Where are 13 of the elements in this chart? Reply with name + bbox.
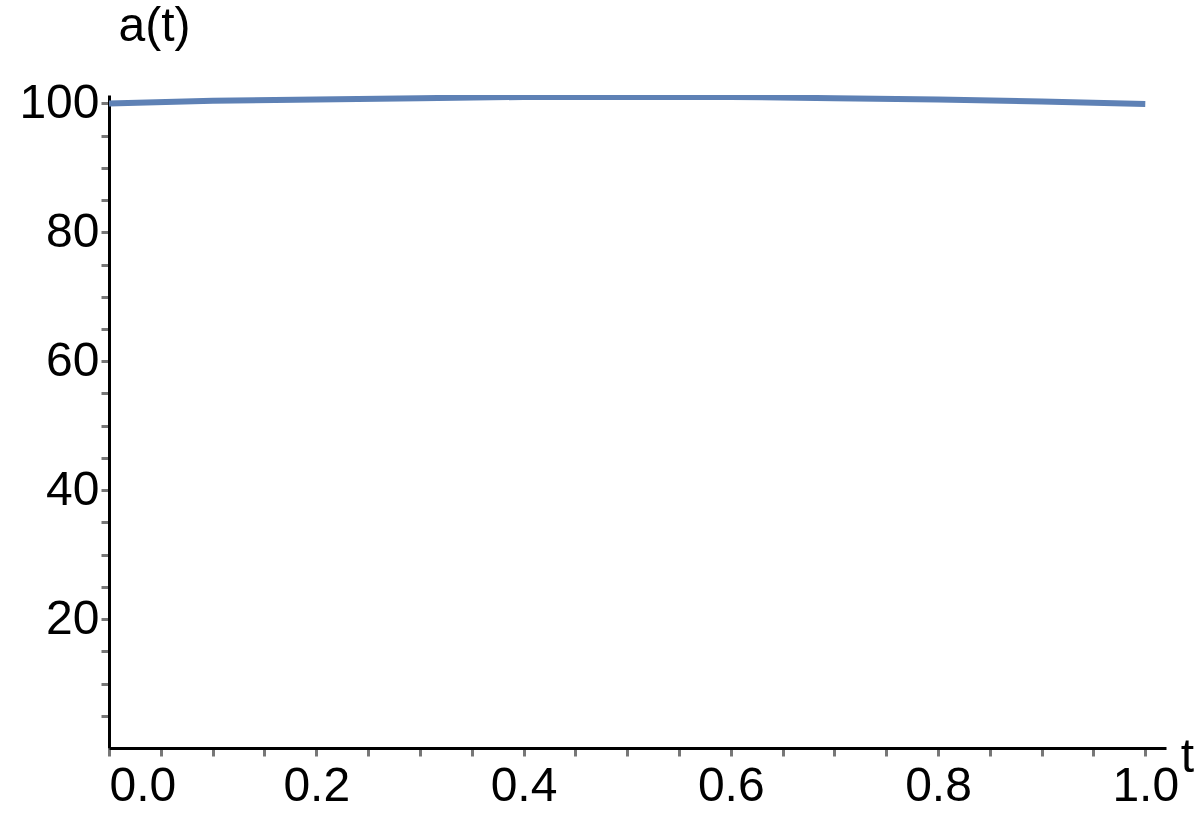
x-tick-label: 0.2 bbox=[283, 757, 351, 811]
x-tick-label: 0.8 bbox=[905, 757, 972, 811]
x-tick-label: 0.0 bbox=[109, 757, 177, 811]
x-tick-label: 1.0 bbox=[1112, 757, 1180, 811]
y-tick-label: 20 bbox=[46, 590, 100, 644]
x-tick-label: 0.4 bbox=[490, 757, 558, 811]
x-tick-label: 0.6 bbox=[697, 757, 765, 811]
y-axis-title: a(t) bbox=[118, 0, 191, 51]
y-tick-label: 40 bbox=[46, 461, 100, 515]
y-tick-label: 60 bbox=[46, 332, 100, 386]
y-tick-label: 80 bbox=[46, 203, 100, 257]
y-tick-label: 100 bbox=[19, 74, 100, 128]
x-axis-title: t bbox=[1180, 728, 1195, 782]
